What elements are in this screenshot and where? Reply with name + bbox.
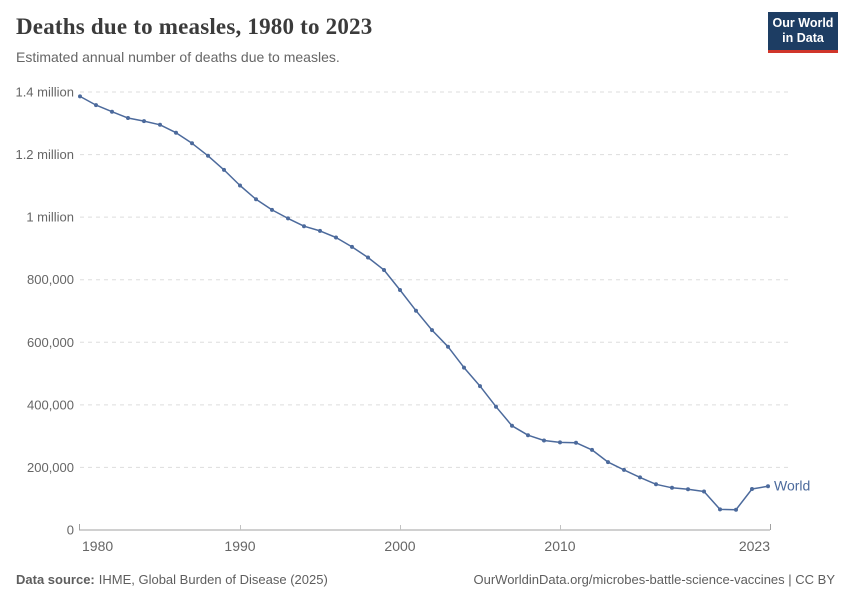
data-point[interactable] — [238, 183, 242, 188]
data-point[interactable] — [318, 228, 322, 233]
y-axis-label: 600,000 — [27, 335, 74, 350]
data-point[interactable] — [622, 467, 626, 472]
data-point[interactable] — [382, 268, 386, 272]
data-point[interactable] — [302, 224, 306, 229]
data-point[interactable] — [350, 244, 354, 249]
data-source: Data source: IHME, Global Burden of Disea… — [16, 572, 328, 587]
owid-logo-line1: Our World — [772, 16, 834, 30]
data-point[interactable] — [686, 487, 690, 492]
data-point[interactable] — [222, 167, 226, 172]
x-axis-label: 2023 — [739, 538, 770, 554]
data-point[interactable] — [766, 484, 770, 489]
data-point[interactable] — [158, 122, 162, 127]
chart-footer: Data source: IHME, Global Burden of Disea… — [16, 572, 835, 587]
data-point[interactable] — [558, 440, 562, 445]
x-axis-label: 2010 — [544, 538, 575, 554]
data-point[interactable] — [494, 404, 498, 409]
data-point[interactable] — [526, 433, 530, 438]
data-point[interactable] — [750, 487, 754, 491]
y-axis-label: 800,000 — [27, 272, 74, 287]
data-point[interactable] — [206, 153, 210, 158]
data-point[interactable] — [142, 119, 146, 124]
data-point[interactable] — [94, 103, 98, 108]
data-point[interactable] — [718, 507, 722, 512]
data-point[interactable] — [398, 288, 402, 292]
data-point[interactable] — [606, 460, 610, 465]
data-point[interactable] — [590, 447, 594, 452]
data-point[interactable] — [670, 485, 674, 490]
data-point[interactable] — [446, 344, 450, 349]
data-point[interactable] — [574, 440, 578, 445]
series-label-world[interactable]: World — [774, 478, 810, 494]
data-point[interactable] — [414, 308, 418, 313]
data-point[interactable] — [702, 489, 706, 494]
data-point[interactable] — [174, 130, 178, 135]
y-axis-label: 0 — [67, 523, 74, 538]
data-point[interactable] — [478, 384, 482, 389]
data-point[interactable] — [510, 423, 514, 428]
chart-header: Deaths due to measles, 1980 to 2023 Esti… — [16, 14, 750, 65]
data-point[interactable] — [334, 235, 338, 240]
y-axis-label: 1.4 million — [15, 85, 74, 100]
data-source-label: Data source: — [16, 572, 95, 587]
data-point[interactable] — [286, 216, 290, 221]
data-point[interactable] — [270, 207, 274, 212]
data-point[interactable] — [254, 197, 258, 202]
data-point[interactable] — [542, 438, 546, 443]
credit-link[interactable]: OurWorldinData.org/microbes-battle-scien… — [473, 572, 836, 587]
data-point[interactable] — [366, 255, 370, 260]
data-point[interactable] — [78, 94, 82, 99]
x-axis-label: 1990 — [224, 538, 255, 554]
data-source-text: IHME, Global Burden of Disease (2025) — [98, 572, 328, 587]
y-axis-label: 1.2 million — [15, 147, 74, 162]
y-axis-label: 1 million — [26, 210, 74, 225]
y-axis-label: 200,000 — [27, 460, 74, 475]
series-line-world[interactable] — [79, 95, 769, 511]
owid-logo[interactable]: Our World in Data — [768, 12, 838, 53]
x-axis-label: 1980 — [82, 538, 113, 554]
data-point[interactable] — [462, 365, 466, 370]
data-point[interactable] — [638, 475, 642, 480]
data-point[interactable] — [110, 109, 114, 114]
y-axis-label: 400,000 — [27, 397, 74, 412]
data-point[interactable] — [734, 507, 738, 512]
page-subtitle: Estimated annual number of deaths due to… — [16, 49, 340, 65]
x-axis-label: 2000 — [384, 538, 415, 554]
data-point[interactable] — [654, 482, 658, 487]
data-point[interactable] — [190, 141, 194, 146]
data-point[interactable] — [126, 116, 130, 120]
page-title: Deaths due to measles, 1980 to 2023 — [16, 14, 373, 39]
data-point[interactable] — [430, 328, 434, 333]
owid-logo-line2: in Data — [782, 31, 824, 45]
